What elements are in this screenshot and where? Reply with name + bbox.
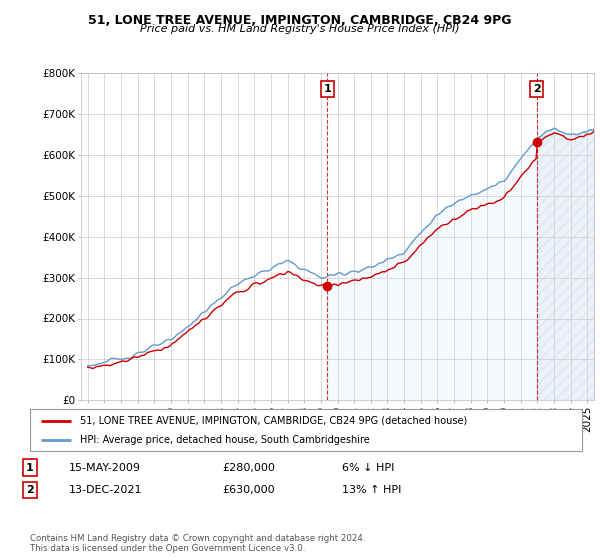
Text: 51, LONE TREE AVENUE, IMPINGTON, CAMBRIDGE, CB24 9PG (detached house): 51, LONE TREE AVENUE, IMPINGTON, CAMBRID… (80, 416, 467, 426)
Text: 1: 1 (323, 84, 331, 94)
Text: Price paid vs. HM Land Registry's House Price Index (HPI): Price paid vs. HM Land Registry's House … (140, 24, 460, 34)
Text: £280,000: £280,000 (222, 463, 275, 473)
Text: 13% ↑ HPI: 13% ↑ HPI (342, 485, 401, 495)
Text: 15-MAY-2009: 15-MAY-2009 (69, 463, 141, 473)
Text: HPI: Average price, detached house, South Cambridgeshire: HPI: Average price, detached house, Sout… (80, 435, 370, 445)
Text: 6% ↓ HPI: 6% ↓ HPI (342, 463, 394, 473)
Text: Contains HM Land Registry data © Crown copyright and database right 2024.
This d: Contains HM Land Registry data © Crown c… (30, 534, 365, 553)
Text: 2: 2 (533, 84, 541, 94)
Text: 51, LONE TREE AVENUE, IMPINGTON, CAMBRIDGE, CB24 9PG: 51, LONE TREE AVENUE, IMPINGTON, CAMBRID… (88, 14, 512, 27)
Text: £630,000: £630,000 (222, 485, 275, 495)
Text: 13-DEC-2021: 13-DEC-2021 (69, 485, 143, 495)
Text: 2: 2 (26, 485, 34, 495)
FancyBboxPatch shape (30, 409, 582, 451)
Text: 1: 1 (26, 463, 34, 473)
